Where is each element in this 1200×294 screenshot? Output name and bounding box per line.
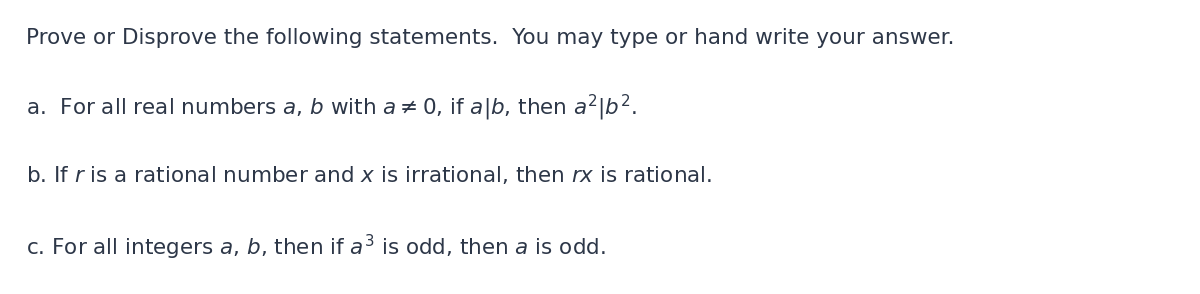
Text: Prove or Disprove the following statements.  You may type or hand write your ans: Prove or Disprove the following statemen… [26,28,955,48]
Text: a.  For all real numbers $a$, $b$ with $a \neq 0$, if $a|b$, then $a^2|b^2$.: a. For all real numbers $a$, $b$ with $a… [26,93,637,123]
Text: c. For all integers $a$, $b$, then if $a^3$ is odd, then $a$ is odd.: c. For all integers $a$, $b$, then if $a… [26,232,606,262]
Text: b. If $r$ is a rational number and $x$ is irrational, then $rx$ is rational.: b. If $r$ is a rational number and $x$ i… [26,164,713,186]
